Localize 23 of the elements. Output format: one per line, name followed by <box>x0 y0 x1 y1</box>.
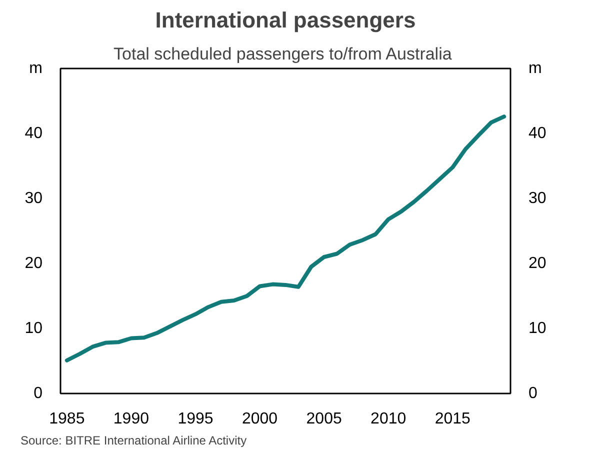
y2-tick-label: m <box>528 60 542 77</box>
x-tick-label: 1995 <box>178 410 214 428</box>
y2-tick-label: 40 <box>528 125 546 142</box>
y2-tick-label: 10 <box>528 320 546 337</box>
x-tick-label: 1985 <box>49 410 85 428</box>
y-tick-label: 20 <box>24 255 43 272</box>
x-tick-label: 2000 <box>242 410 278 428</box>
y2-tick-label: 0 <box>528 385 538 402</box>
chart-title: International passengers <box>155 8 416 32</box>
source-note: Source: BITRE International Airline Activity <box>20 434 247 448</box>
y-tick-label: 40 <box>24 125 43 142</box>
y-tick-label: 30 <box>24 190 43 207</box>
y2-tick-label: 20 <box>528 255 546 272</box>
y-tick-label: m <box>29 60 42 77</box>
y2-tick-label: 30 <box>528 190 546 207</box>
y-tick-label: 0 <box>34 385 43 402</box>
y-tick-label: 10 <box>24 320 43 337</box>
x-tick-label: 1990 <box>113 410 150 428</box>
x-tick-label: 2005 <box>306 410 342 428</box>
x-tick-label: 2015 <box>434 410 471 428</box>
line-series <box>64 114 506 362</box>
chart-subtitle: Total scheduled passengers to/from Australia <box>114 44 452 64</box>
x-tick-label: 2010 <box>370 410 406 428</box>
